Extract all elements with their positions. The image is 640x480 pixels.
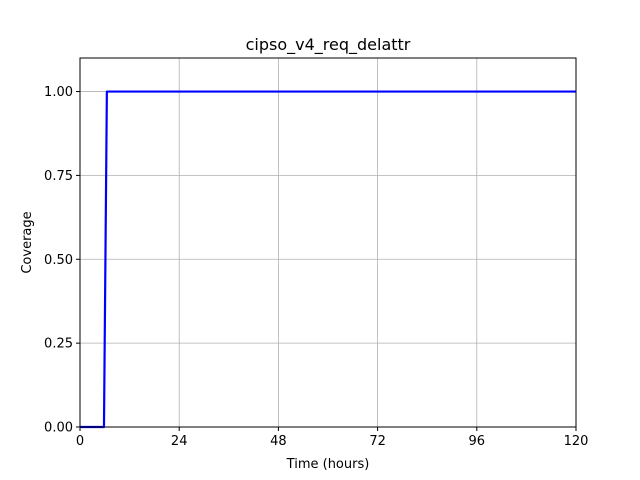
x-tick-label: 120 — [564, 434, 589, 449]
x-axis-ticks: 0 24 48 72 96 120 — [76, 427, 589, 449]
x-tick-label: 48 — [270, 434, 287, 449]
chart-title: cipso_v4_req_delattr — [246, 35, 411, 55]
x-tick-label: 24 — [171, 434, 188, 449]
y-tick-label: 0.50 — [44, 253, 73, 268]
x-tick-label: 96 — [469, 434, 486, 449]
y-axis-label: Coverage — [20, 211, 35, 273]
x-axis-label: Time (hours) — [286, 457, 370, 472]
x-tick-label: 72 — [369, 434, 386, 449]
plot-area-frame — [79, 57, 577, 428]
y-tick-label: 1.00 — [44, 85, 73, 100]
y-tick-label: 0.25 — [44, 337, 73, 352]
y-axis-ticks: 0.00 0.25 0.50 0.75 1.00 — [44, 85, 80, 436]
grid-lines — [79, 58, 577, 428]
x-tick-label: 0 — [76, 434, 84, 449]
y-tick-label: 0.00 — [44, 421, 73, 436]
y-tick-label: 0.75 — [44, 169, 73, 184]
